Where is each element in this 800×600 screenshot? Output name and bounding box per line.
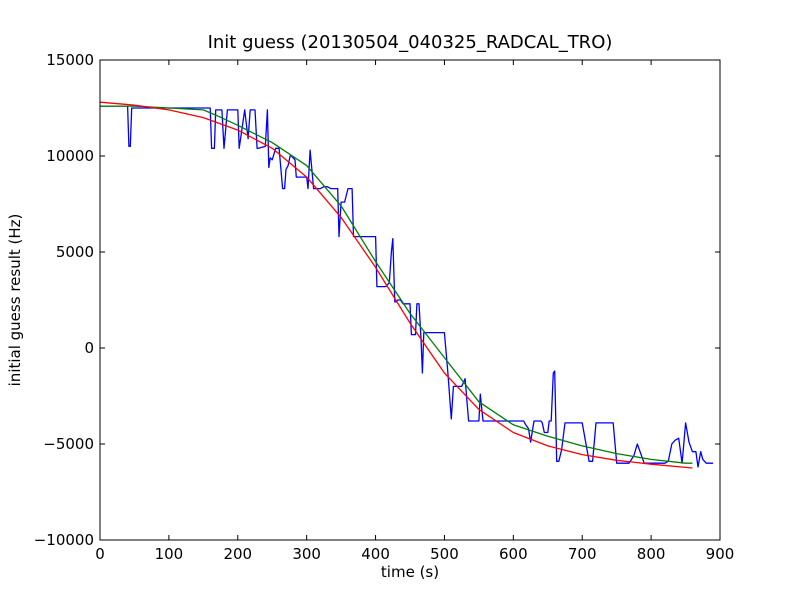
series-layer bbox=[99, 101, 714, 469]
x-tick-label: 600 bbox=[499, 545, 528, 563]
chart-title: Init guess (20130504_040325_RADCAL_TRO) bbox=[208, 32, 613, 53]
x-tick-label: 100 bbox=[155, 545, 184, 563]
y-tick-label: −10000 bbox=[34, 531, 94, 549]
x-tick-label: 500 bbox=[430, 545, 459, 563]
y-axis-label: initial guess result (Hz) bbox=[6, 214, 24, 387]
x-tick-label: 200 bbox=[223, 545, 252, 563]
plot-area: 0 100 200 300 400 500 600 700 800 900 −10000 −5000 0… bbox=[34, 51, 735, 563]
series-line-1 bbox=[100, 105, 714, 468]
x-axis-label: time (s) bbox=[381, 563, 439, 581]
series-line-3 bbox=[99, 101, 693, 469]
y-tick-label: −5000 bbox=[43, 435, 94, 453]
y-tick-label: 5000 bbox=[56, 243, 94, 261]
x-tick-label: 700 bbox=[568, 545, 597, 563]
x-tick-label: 800 bbox=[637, 545, 666, 563]
y-tick-label: 0 bbox=[84, 339, 94, 357]
series-line-2 bbox=[100, 105, 693, 464]
x-tick-label: 300 bbox=[292, 545, 321, 563]
ticks-layer: 0 100 200 300 400 500 600 700 800 900 −10000 −5000 0… bbox=[34, 51, 735, 563]
y-tick-label: 15000 bbox=[46, 51, 94, 69]
x-tick-label: 0 bbox=[95, 545, 105, 563]
y-tick-label: 10000 bbox=[46, 147, 94, 165]
plot-frame bbox=[99, 59, 721, 541]
x-tick-label: 900 bbox=[706, 545, 735, 563]
plot-background bbox=[100, 60, 720, 540]
x-tick-label: 400 bbox=[361, 545, 390, 563]
